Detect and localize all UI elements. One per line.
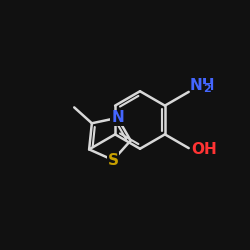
Text: 2: 2	[203, 84, 211, 94]
Text: NH: NH	[190, 78, 216, 93]
Text: S: S	[108, 152, 118, 168]
Text: OH: OH	[192, 142, 218, 157]
Text: N: N	[111, 110, 124, 125]
